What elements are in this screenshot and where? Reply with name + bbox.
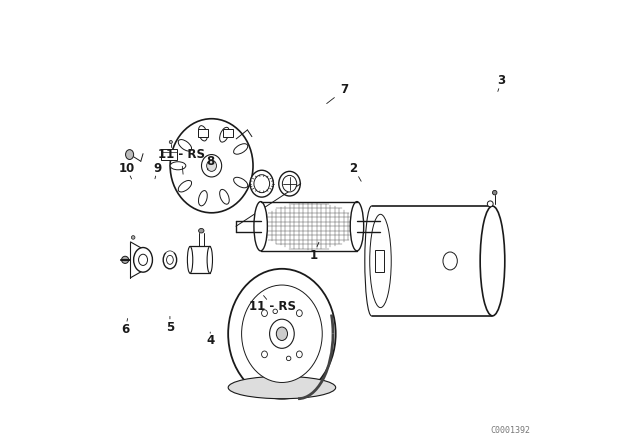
Ellipse shape bbox=[493, 190, 497, 195]
Text: 4: 4 bbox=[206, 334, 214, 347]
Ellipse shape bbox=[228, 269, 335, 399]
FancyBboxPatch shape bbox=[161, 149, 177, 160]
Ellipse shape bbox=[122, 256, 129, 263]
FancyBboxPatch shape bbox=[223, 129, 233, 137]
Ellipse shape bbox=[138, 254, 147, 265]
Ellipse shape bbox=[170, 119, 253, 213]
Ellipse shape bbox=[131, 236, 135, 239]
Text: 5: 5 bbox=[166, 320, 174, 334]
Text: 2: 2 bbox=[349, 161, 358, 175]
Ellipse shape bbox=[276, 327, 287, 340]
Ellipse shape bbox=[254, 175, 269, 193]
Ellipse shape bbox=[125, 150, 134, 159]
Ellipse shape bbox=[234, 177, 248, 188]
Ellipse shape bbox=[234, 144, 248, 154]
Ellipse shape bbox=[228, 376, 335, 399]
Ellipse shape bbox=[198, 228, 204, 233]
Ellipse shape bbox=[296, 310, 302, 317]
Ellipse shape bbox=[269, 319, 294, 349]
Ellipse shape bbox=[166, 255, 173, 264]
Ellipse shape bbox=[241, 285, 322, 383]
Ellipse shape bbox=[480, 206, 505, 316]
Ellipse shape bbox=[220, 127, 229, 142]
Ellipse shape bbox=[443, 252, 458, 270]
Text: C0001392: C0001392 bbox=[490, 426, 531, 435]
Text: 1: 1 bbox=[309, 249, 317, 262]
Ellipse shape bbox=[134, 247, 152, 272]
Text: 11 - RS: 11 - RS bbox=[250, 300, 296, 314]
Ellipse shape bbox=[179, 181, 191, 192]
Ellipse shape bbox=[220, 190, 229, 204]
Ellipse shape bbox=[179, 140, 191, 151]
Text: 10: 10 bbox=[118, 161, 134, 175]
Ellipse shape bbox=[296, 351, 302, 358]
Ellipse shape bbox=[350, 202, 364, 251]
Ellipse shape bbox=[370, 214, 391, 308]
Ellipse shape bbox=[169, 141, 172, 143]
Text: 3: 3 bbox=[497, 74, 506, 87]
Text: 8: 8 bbox=[206, 155, 214, 168]
Ellipse shape bbox=[163, 251, 177, 269]
Ellipse shape bbox=[202, 155, 221, 177]
Ellipse shape bbox=[170, 162, 186, 170]
Text: 6: 6 bbox=[121, 323, 129, 336]
Ellipse shape bbox=[262, 351, 268, 358]
Ellipse shape bbox=[250, 170, 273, 197]
Ellipse shape bbox=[487, 201, 493, 207]
Text: 7: 7 bbox=[340, 83, 349, 96]
Ellipse shape bbox=[262, 310, 268, 317]
FancyBboxPatch shape bbox=[198, 129, 208, 137]
FancyBboxPatch shape bbox=[375, 250, 384, 272]
Ellipse shape bbox=[254, 202, 268, 251]
Text: 9: 9 bbox=[154, 161, 162, 175]
Text: 11 - RS: 11 - RS bbox=[157, 148, 205, 161]
Ellipse shape bbox=[282, 176, 297, 192]
Ellipse shape bbox=[188, 246, 193, 273]
Ellipse shape bbox=[287, 356, 291, 361]
Ellipse shape bbox=[198, 125, 207, 141]
Ellipse shape bbox=[207, 160, 216, 171]
Ellipse shape bbox=[279, 172, 300, 196]
Ellipse shape bbox=[198, 190, 207, 206]
Ellipse shape bbox=[207, 246, 212, 273]
Ellipse shape bbox=[273, 309, 277, 314]
